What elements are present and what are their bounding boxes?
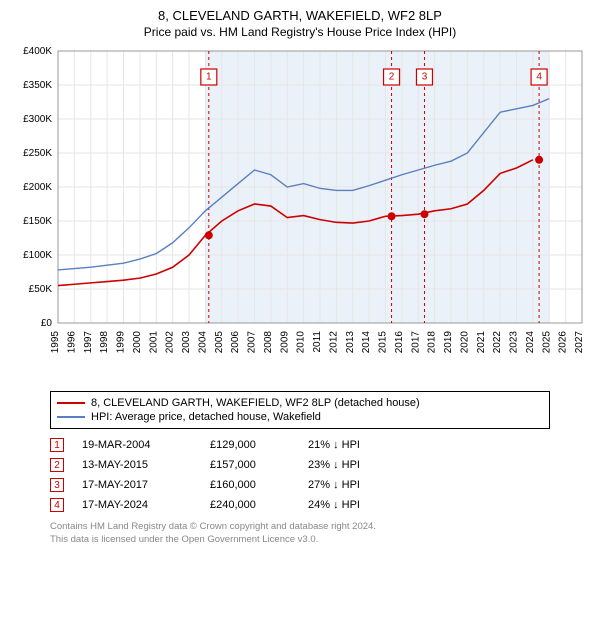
svg-text:2019: 2019 [443, 331, 454, 354]
sale-delta: 23% ↓ HPI [308, 459, 418, 471]
svg-text:2000: 2000 [132, 331, 143, 354]
svg-text:4: 4 [536, 72, 542, 83]
page-title: 8, CLEVELAND GARTH, WAKEFIELD, WF2 8LP [10, 8, 590, 23]
legend-swatch [57, 416, 85, 418]
sale-row: 213-MAY-2015£157,00023% ↓ HPI [50, 455, 550, 475]
svg-text:2027: 2027 [574, 331, 585, 354]
svg-text:2018: 2018 [427, 331, 438, 354]
svg-text:£50K: £50K [29, 284, 53, 295]
svg-text:2016: 2016 [394, 331, 405, 354]
sale-delta: 24% ↓ HPI [308, 499, 418, 511]
legend-label: 8, CLEVELAND GARTH, WAKEFIELD, WF2 8LP (… [91, 397, 420, 409]
sale-marker-box: 3 [50, 478, 64, 492]
svg-text:1999: 1999 [116, 331, 127, 354]
sale-price: 13-MAY-2015 [82, 459, 192, 471]
svg-text:£400K: £400K [23, 46, 52, 57]
svg-text:2001: 2001 [148, 331, 159, 354]
svg-text:1998: 1998 [99, 331, 110, 354]
svg-text:£350K: £350K [23, 80, 52, 91]
svg-text:2012: 2012 [328, 331, 339, 354]
svg-text:2014: 2014 [361, 331, 372, 354]
svg-text:£250K: £250K [23, 148, 52, 159]
sale-price: 17-MAY-2017 [82, 479, 192, 491]
sale-price: 19-MAR-2004 [82, 439, 192, 451]
sale-marker-box: 4 [50, 498, 64, 512]
sale-marker-box: 2 [50, 458, 64, 472]
footer-attribution: Contains HM Land Registry data © Crown c… [50, 521, 590, 547]
sale-marker-box: 1 [50, 438, 64, 452]
svg-text:2017: 2017 [410, 331, 421, 354]
svg-text:2026: 2026 [558, 331, 569, 354]
legend: 8, CLEVELAND GARTH, WAKEFIELD, WF2 8LP (… [50, 391, 550, 429]
page-subtitle: Price paid vs. HM Land Registry's House … [10, 25, 590, 39]
svg-text:£150K: £150K [23, 216, 52, 227]
svg-text:£200K: £200K [23, 182, 52, 193]
svg-text:£300K: £300K [23, 114, 52, 125]
svg-text:2011: 2011 [312, 331, 323, 353]
svg-text:£100K: £100K [23, 250, 52, 261]
svg-text:1995: 1995 [50, 331, 61, 354]
svg-text:2006: 2006 [230, 331, 241, 354]
svg-text:1997: 1997 [83, 331, 94, 354]
price-chart: £0 £50K £100K £150K £200K £250K £300K £350K £400… [10, 45, 590, 385]
svg-text:3: 3 [422, 72, 428, 83]
svg-text:2022: 2022 [492, 331, 503, 354]
svg-text:2009: 2009 [279, 331, 290, 354]
sale-row: 119-MAR-2004£129,00021% ↓ HPI [50, 435, 550, 455]
footer-line-2: This data is licensed under the Open Gov… [50, 534, 590, 547]
svg-text:2024: 2024 [525, 331, 536, 354]
svg-text:2023: 2023 [509, 331, 520, 354]
svg-text:2: 2 [389, 72, 395, 83]
sales-table: 119-MAR-2004£129,00021% ↓ HPI213-MAY-201… [50, 435, 550, 515]
footer-line-1: Contains HM Land Registry data © Crown c… [50, 521, 590, 534]
sale-row: 417-MAY-2024£240,00024% ↓ HPI [50, 495, 550, 515]
svg-text:2010: 2010 [296, 331, 307, 354]
svg-text:£0: £0 [41, 318, 53, 329]
svg-text:2007: 2007 [247, 331, 258, 354]
sale-row: 317-MAY-2017£160,00027% ↓ HPI [50, 475, 550, 495]
svg-text:2003: 2003 [181, 331, 192, 354]
sale-delta: 21% ↓ HPI [308, 439, 418, 451]
svg-text:1996: 1996 [66, 331, 77, 354]
svg-text:2004: 2004 [197, 331, 208, 354]
svg-text:2008: 2008 [263, 331, 274, 354]
sale-price: 17-MAY-2024 [82, 499, 192, 511]
svg-text:2020: 2020 [459, 331, 470, 354]
svg-text:2025: 2025 [541, 331, 552, 354]
svg-text:2005: 2005 [214, 331, 225, 354]
svg-text:2021: 2021 [476, 331, 487, 354]
sale-delta: 27% ↓ HPI [308, 479, 418, 491]
svg-text:2015: 2015 [378, 331, 389, 354]
svg-text:2013: 2013 [345, 331, 356, 354]
chart-svg: £0 £50K £100K £150K £200K £250K £300K £350K £400… [10, 45, 590, 385]
legend-row: 8, CLEVELAND GARTH, WAKEFIELD, WF2 8LP (… [57, 396, 543, 410]
legend-row: HPI: Average price, detached house, Wake… [57, 410, 543, 424]
legend-label: HPI: Average price, detached house, Wake… [91, 411, 321, 423]
svg-text:2002: 2002 [165, 331, 176, 354]
legend-swatch [57, 402, 85, 404]
svg-text:1: 1 [206, 72, 212, 83]
